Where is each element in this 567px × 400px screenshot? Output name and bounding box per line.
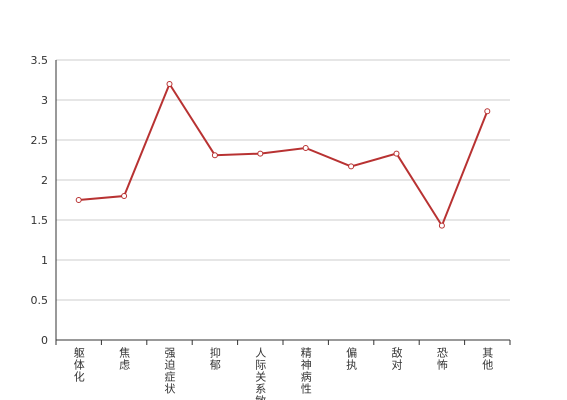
point <box>211 152 218 159</box>
x-tick-label: 焦虑 <box>118 347 131 371</box>
point <box>438 222 445 229</box>
x-tick-label: 精神病性 <box>299 347 312 395</box>
point <box>121 193 128 199</box>
y-tick-label: 1.5 <box>31 214 49 227</box>
y-tick-label: 2 <box>41 174 48 187</box>
y-tick-label: 2.5 <box>31 134 49 147</box>
x-tick-label: 抑郁 <box>208 346 221 371</box>
x-tick-label: 偏执 <box>345 346 358 371</box>
x-tick-label: 敌对 <box>390 346 403 371</box>
point <box>484 108 491 115</box>
y-tick-label: 1 <box>41 254 48 267</box>
line <box>78 81 489 228</box>
point <box>75 197 82 203</box>
point <box>302 145 309 151</box>
x-tick-label: 强迫症状 <box>163 347 176 395</box>
y-tick-label: 3 <box>41 94 48 107</box>
x-tick-label: 其他 <box>481 347 494 371</box>
x-tick-label: 躯体化 <box>72 347 85 383</box>
point <box>393 150 400 157</box>
y-tick-label: 0 <box>41 334 48 347</box>
point <box>166 81 173 87</box>
x-tick-label: 人际关系敏感 <box>254 347 267 400</box>
point <box>257 150 264 157</box>
y-tick-label: 3.5 <box>31 54 49 67</box>
x-tick-label: 恐怖 <box>435 347 448 371</box>
point <box>348 163 355 170</box>
y-tick-label: 0.5 <box>31 294 49 307</box>
